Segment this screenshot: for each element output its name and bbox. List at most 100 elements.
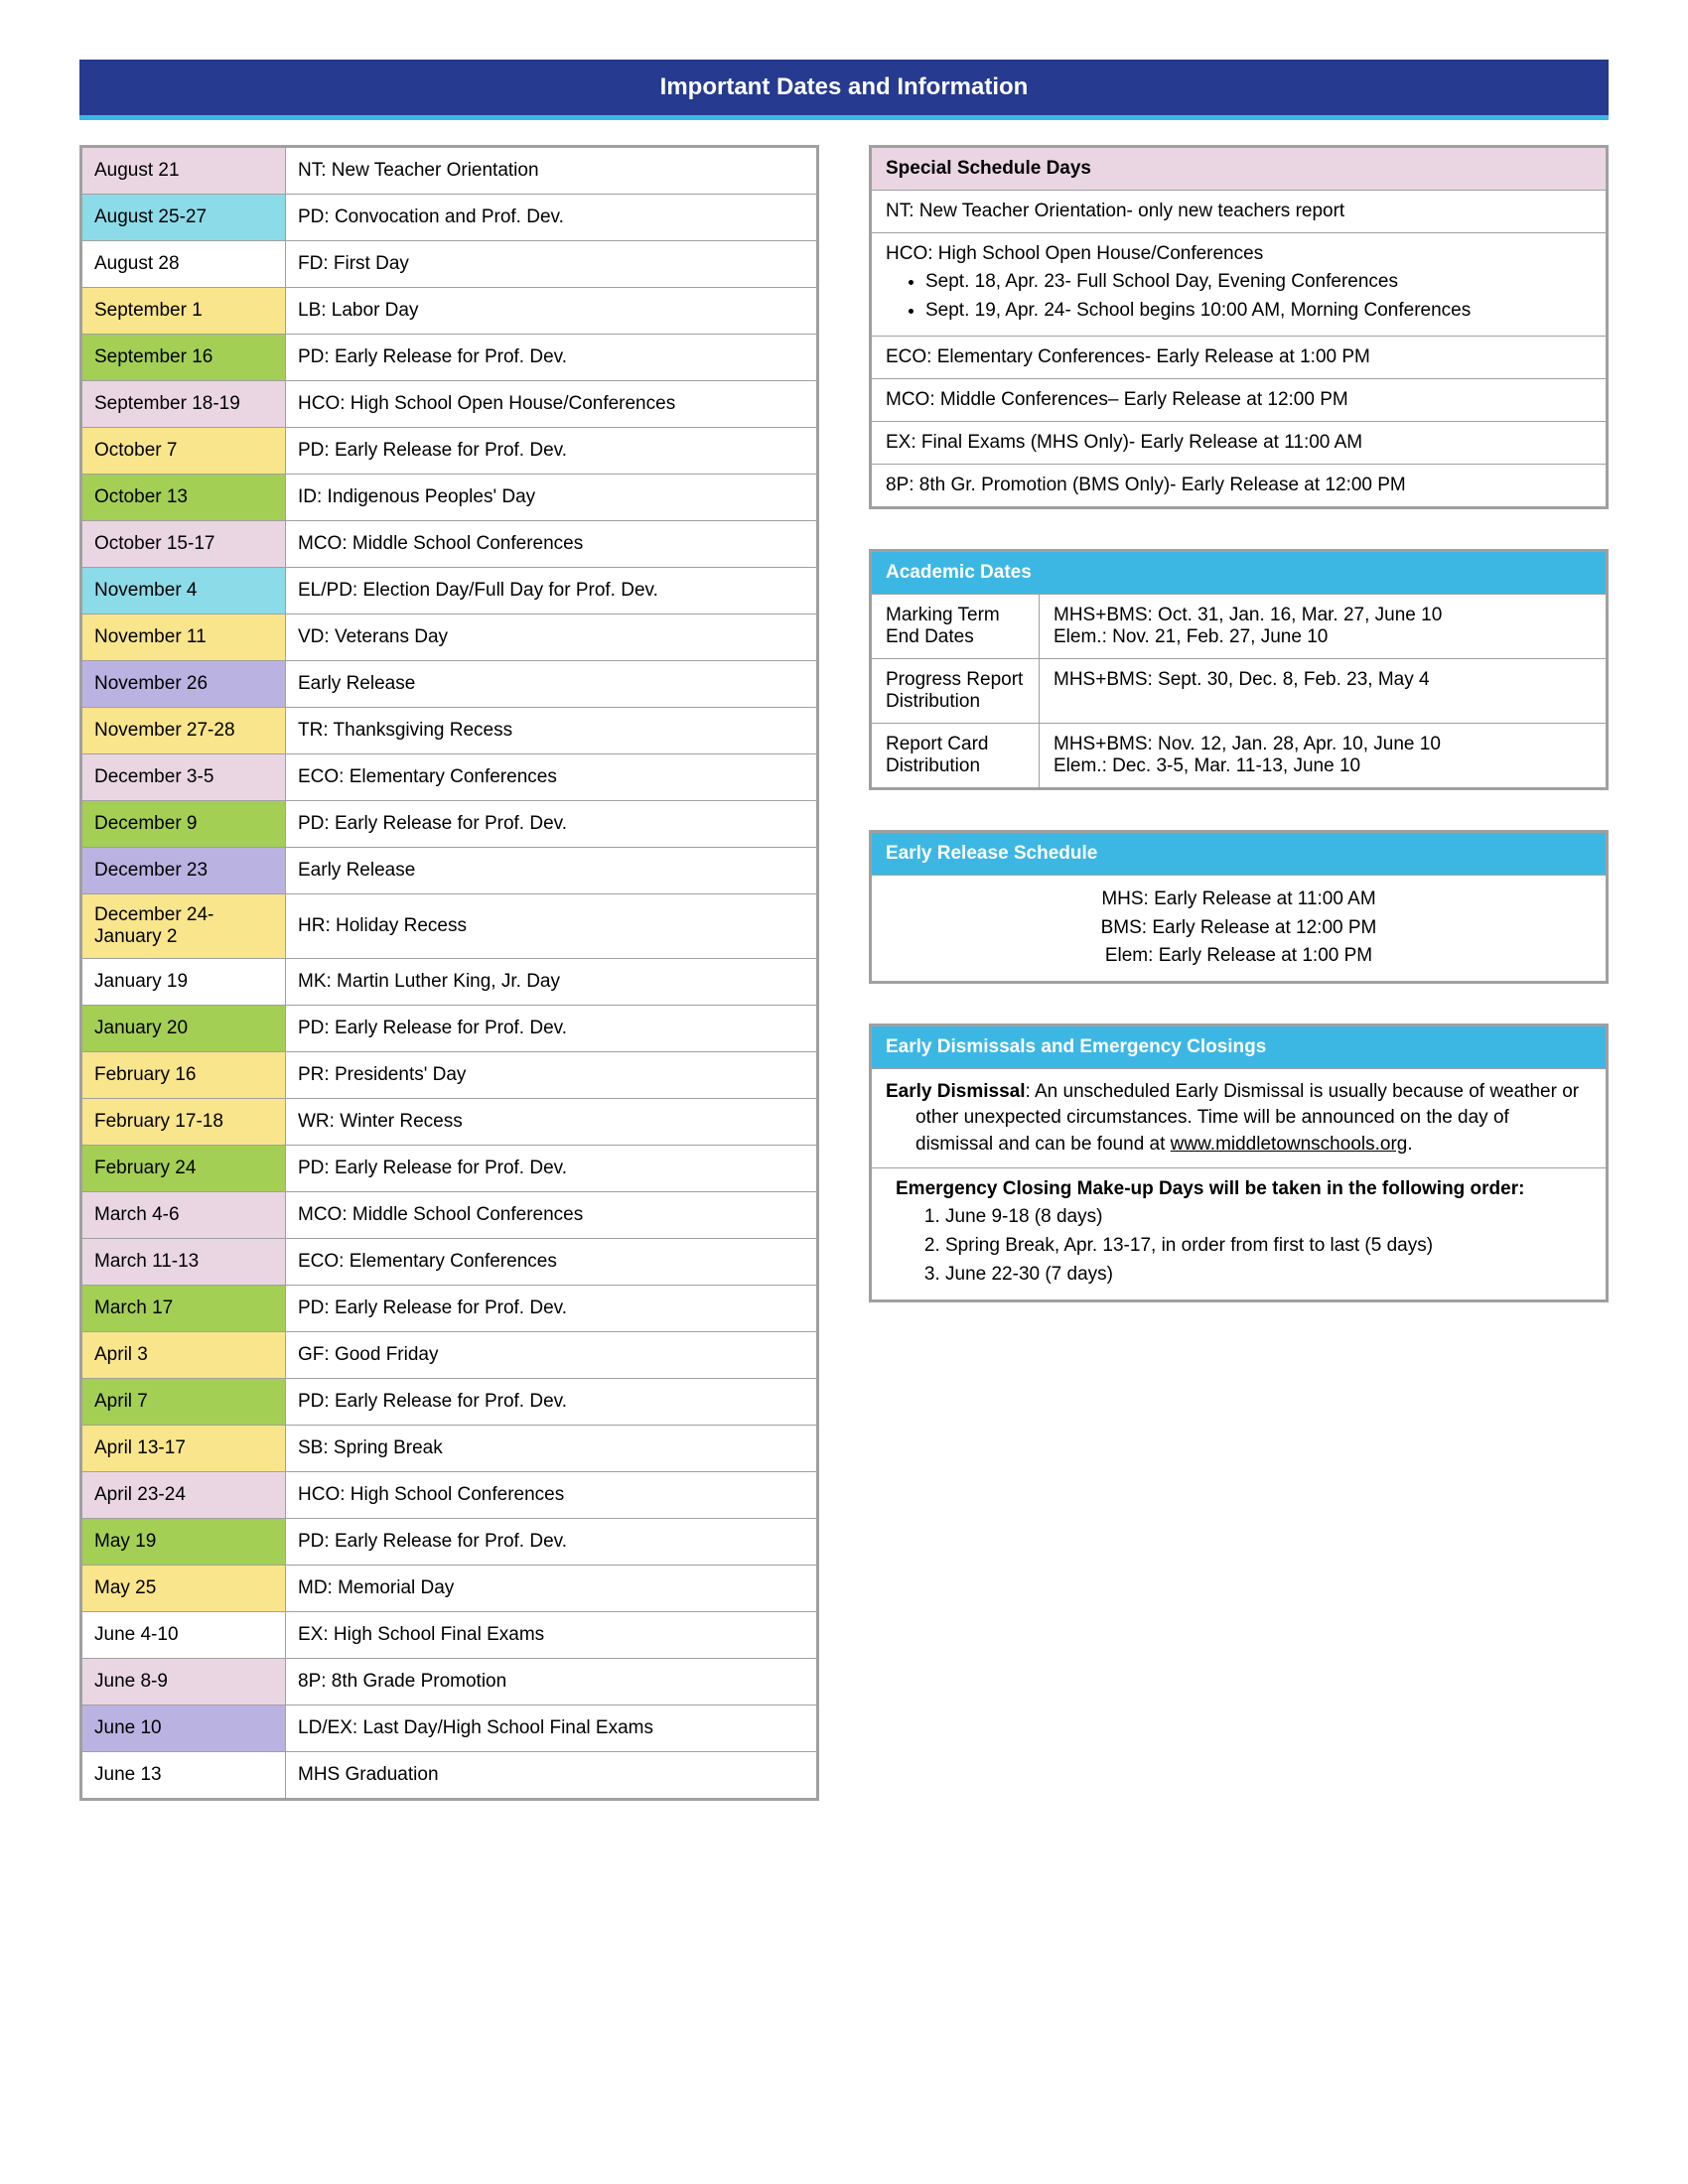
desc-cell: TR: Thanksgiving Recess [286, 708, 818, 754]
table-row: October 13ID: Indigenous Peoples' Day [81, 475, 818, 521]
desc-cell: WR: Winter Recess [286, 1099, 818, 1146]
table-row: June 8-98P: 8th Grade Promotion [81, 1659, 818, 1706]
date-cell: December 23 [81, 848, 286, 894]
table-row: January 20PD: Early Release for Prof. De… [81, 1006, 818, 1052]
table-row: December 3-5ECO: Elementary Conferences [81, 754, 818, 801]
makeup-item-2: Spring Break, Apr. 13-17, in order from … [945, 1233, 1592, 1260]
desc-cell: HCO: High School Conferences [286, 1472, 818, 1519]
table-row: September 16PD: Early Release for Prof. … [81, 335, 818, 381]
desc-cell: MHS Graduation [286, 1752, 818, 1800]
desc-cell: PD: Early Release for Prof. Dev. [286, 428, 818, 475]
table-row: June 10LD/EX: Last Day/High School Final… [81, 1706, 818, 1752]
desc-cell: LB: Labor Day [286, 288, 818, 335]
desc-cell: PD: Early Release for Prof. Dev. [286, 1519, 818, 1566]
makeup-item-1: June 9-18 (8 days) [945, 1204, 1592, 1231]
table-row: Marking Term End DatesMHS+BMS: Oct. 31, … [871, 595, 1608, 659]
table-row: May 25MD: Memorial Day [81, 1566, 818, 1612]
date-cell: December 24-January 2 [81, 894, 286, 959]
desc-cell: PD: Early Release for Prof. Dev. [286, 335, 818, 381]
hco-intro: HCO: High School Open House/Conferences [886, 243, 1263, 264]
table-row: Report Card DistributionMHS+BMS: Nov. 12… [871, 724, 1608, 789]
desc-cell: MCO: Middle School Conferences [286, 521, 818, 568]
early-release-bms: BMS: Early Release at 12:00 PM [886, 914, 1592, 943]
hco-bullet-1: Sept. 18, Apr. 23- Full School Day, Even… [925, 269, 1592, 296]
date-cell: September 16 [81, 335, 286, 381]
date-cell: June 8-9 [81, 1659, 286, 1706]
date-cell: January 19 [81, 959, 286, 1006]
emergency-header: Early Dismissals and Emergency Closings [871, 1024, 1608, 1068]
table-row: October 15-17MCO: Middle School Conferen… [81, 521, 818, 568]
academic-label-cell: Progress Report Distribution [871, 659, 1040, 724]
table-row: November 27-28TR: Thanksgiving Recess [81, 708, 818, 754]
table-row: November 11VD: Veterans Day [81, 614, 818, 661]
date-cell: June 10 [81, 1706, 286, 1752]
table-row: April 7PD: Early Release for Prof. Dev. [81, 1379, 818, 1426]
academic-value-cell: MHS+BMS: Sept. 30, Dec. 8, Feb. 23, May … [1040, 659, 1608, 724]
academic-label-cell: Marking Term End Dates [871, 595, 1040, 659]
date-cell: May 25 [81, 1566, 286, 1612]
date-cell: June 13 [81, 1752, 286, 1800]
early-release-table: Early Release Schedule MHS: Early Releas… [869, 830, 1609, 984]
early-dismissal-link[interactable]: www.middletownschools.org [1171, 1134, 1408, 1155]
academic-value-cell: MHS+BMS: Nov. 12, Jan. 28, Apr. 10, June… [1040, 724, 1608, 789]
desc-cell: PR: Presidents' Day [286, 1052, 818, 1099]
desc-cell: EL/PD: Election Day/Full Day for Prof. D… [286, 568, 818, 614]
emergency-makeup-cell: Emergency Closing Make-up Days will be t… [871, 1168, 1608, 1301]
makeup-intro: Emergency Closing Make-up Days will be t… [896, 1178, 1524, 1199]
two-column-layout: August 21NT: New Teacher OrientationAugu… [79, 145, 1609, 1801]
table-row: June 4-10EX: High School Final Exams [81, 1612, 818, 1659]
desc-cell: PD: Convocation and Prof. Dev. [286, 195, 818, 241]
table-row: November 26Early Release [81, 661, 818, 708]
table-row: December 9PD: Early Release for Prof. De… [81, 801, 818, 848]
table-row: December 24-January 2HR: Holiday Recess [81, 894, 818, 959]
date-cell: March 17 [81, 1286, 286, 1332]
date-cell: October 7 [81, 428, 286, 475]
desc-cell: LD/EX: Last Day/High School Final Exams [286, 1706, 818, 1752]
special-schedule-header: Special Schedule Days [871, 147, 1608, 191]
academic-label-cell: Report Card Distribution [871, 724, 1040, 789]
table-row: May 19PD: Early Release for Prof. Dev. [81, 1519, 818, 1566]
desc-cell: Early Release [286, 848, 818, 894]
date-cell: August 25-27 [81, 195, 286, 241]
table-row: June 13MHS Graduation [81, 1752, 818, 1800]
desc-cell: PD: Early Release for Prof. Dev. [286, 1006, 818, 1052]
date-cell: February 16 [81, 1052, 286, 1099]
desc-cell: ECO: Elementary Conferences [286, 754, 818, 801]
date-cell: February 17-18 [81, 1099, 286, 1146]
date-cell: February 24 [81, 1146, 286, 1192]
date-cell: April 3 [81, 1332, 286, 1379]
date-cell: June 4-10 [81, 1612, 286, 1659]
page-title-banner: Important Dates and Information [79, 60, 1609, 120]
table-row: April 3GF: Good Friday [81, 1332, 818, 1379]
academic-dates-table: Academic Dates Marking Term End DatesMHS… [869, 549, 1609, 790]
special-row-hco: HCO: High School Open House/Conferences … [871, 233, 1608, 337]
left-column: August 21NT: New Teacher OrientationAugu… [79, 145, 819, 1801]
date-cell: April 23-24 [81, 1472, 286, 1519]
early-release-header: Early Release Schedule [871, 832, 1608, 876]
hco-bullet-2: Sept. 19, Apr. 24- School begins 10:00 A… [925, 298, 1592, 325]
special-row-eco: ECO: Elementary Conferences- Early Relea… [871, 337, 1608, 379]
desc-cell: FD: First Day [286, 241, 818, 288]
date-cell: December 9 [81, 801, 286, 848]
special-row-nt: NT: New Teacher Orientation- only new te… [871, 191, 1608, 233]
table-row: February 17-18WR: Winter Recess [81, 1099, 818, 1146]
date-cell: August 21 [81, 147, 286, 195]
desc-cell: SB: Spring Break [286, 1426, 818, 1472]
academic-value-cell: MHS+BMS: Oct. 31, Jan. 16, Mar. 27, June… [1040, 595, 1608, 659]
page-title: Important Dates and Information [660, 73, 1029, 100]
early-release-mhs: MHS: Early Release at 11:00 AM [886, 886, 1592, 914]
desc-cell: NT: New Teacher Orientation [286, 147, 818, 195]
early-release-elem: Elem: Early Release at 1:00 PM [886, 942, 1592, 971]
early-release-body: MHS: Early Release at 11:00 AM BMS: Earl… [871, 876, 1608, 983]
table-row: April 13-17SB: Spring Break [81, 1426, 818, 1472]
desc-cell: MCO: Middle School Conferences [286, 1192, 818, 1239]
table-row: April 23-24HCO: High School Conferences [81, 1472, 818, 1519]
table-row: February 24PD: Early Release for Prof. D… [81, 1146, 818, 1192]
date-cell: December 3-5 [81, 754, 286, 801]
table-row: August 25-27PD: Convocation and Prof. De… [81, 195, 818, 241]
early-dismissal-label: Early Dismissal [886, 1081, 1025, 1102]
desc-cell: Early Release [286, 661, 818, 708]
desc-cell: PD: Early Release for Prof. Dev. [286, 1146, 818, 1192]
desc-cell: HCO: High School Open House/Conferences [286, 381, 818, 428]
table-row: October 7PD: Early Release for Prof. Dev… [81, 428, 818, 475]
